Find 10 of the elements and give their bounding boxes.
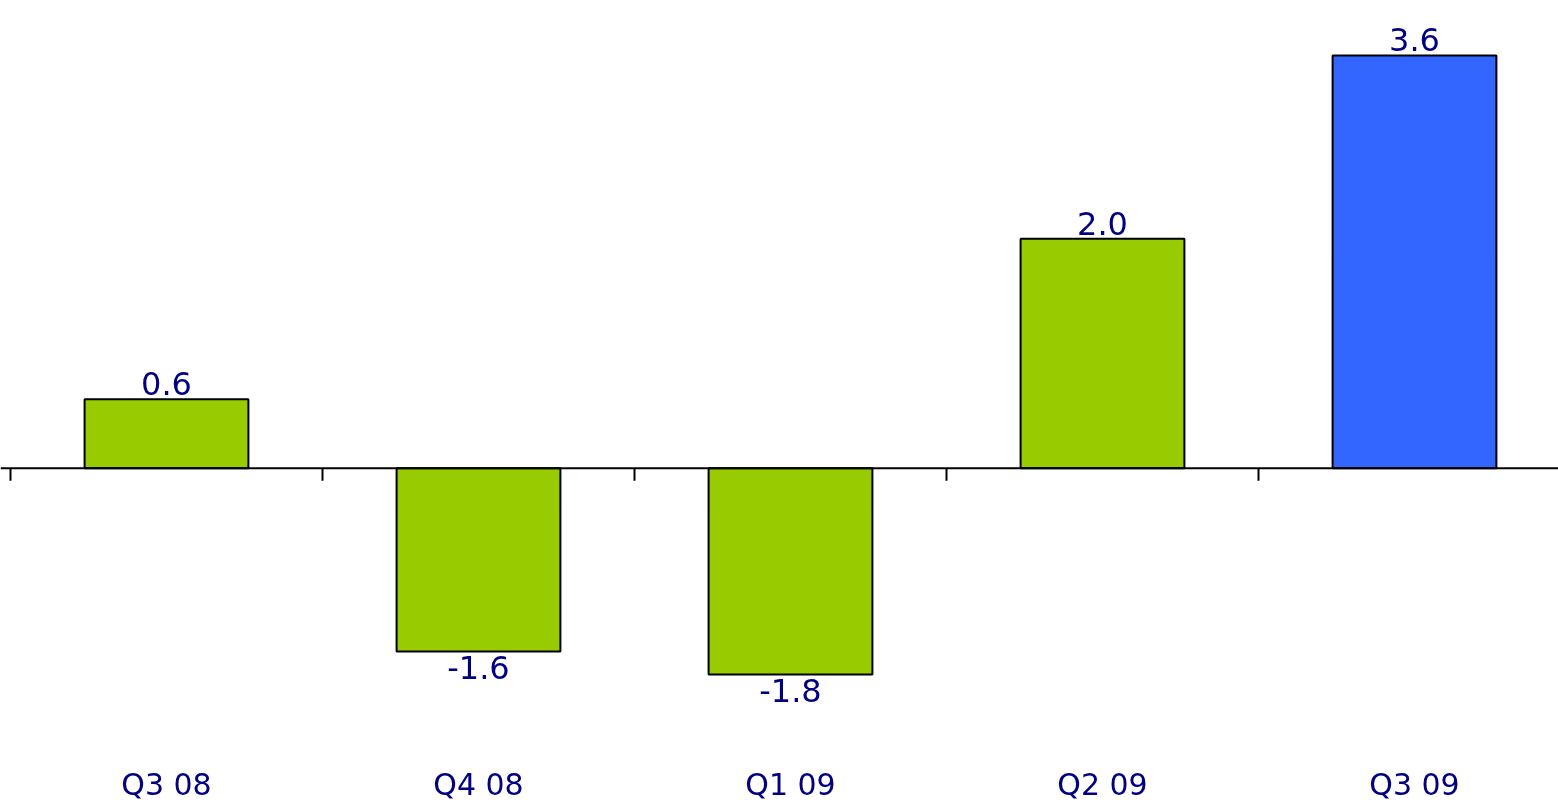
- data-label: 2.0: [1077, 204, 1128, 243]
- x-tick-label: Q3 09: [1369, 766, 1460, 802]
- x-tick-label: Q4 08: [433, 766, 524, 802]
- data-label: 0.6: [141, 365, 192, 404]
- x-tick-label: Q2 09: [1057, 766, 1148, 802]
- data-label: -1.6: [447, 648, 510, 687]
- x-tick-label: Q1 09: [745, 766, 836, 802]
- data-label: 3.6: [1389, 21, 1440, 60]
- x-tick-label: Q3 08: [121, 766, 212, 802]
- data-label: -1.8: [759, 671, 822, 710]
